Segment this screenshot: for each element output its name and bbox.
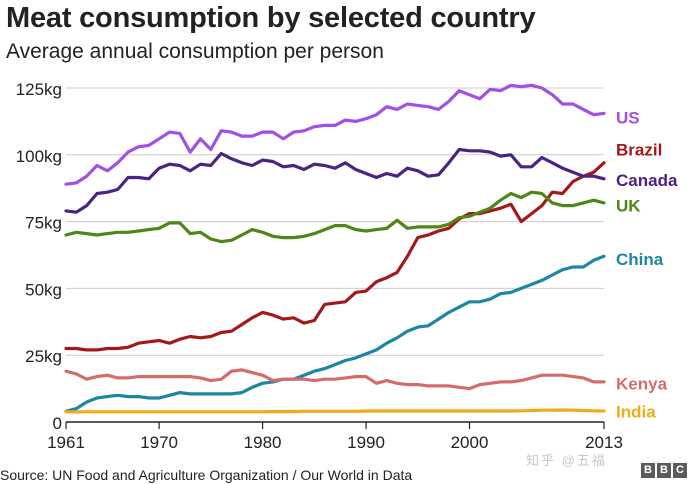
y-tick-label: 25kg xyxy=(25,347,62,366)
y-tick-label: 75kg xyxy=(25,214,62,233)
bbc-logo: B B C xyxy=(641,463,687,478)
chart-subtitle: Average annual consumption per person xyxy=(6,40,384,63)
series-label-us: US xyxy=(616,108,640,127)
y-axis-ticks: 0 25kg 50kg 75kg 100kg 125kg xyxy=(16,80,62,433)
series-line-india xyxy=(64,408,606,414)
x-tick-label: 1970 xyxy=(140,433,178,452)
x-tick-label: 1990 xyxy=(347,433,385,452)
bbc-logo-letter: B xyxy=(657,463,671,478)
source-note: Source: UN Food and Agriculture Organiza… xyxy=(0,467,413,483)
series-label-uk: UK xyxy=(616,197,641,216)
y-tick-label: 0 xyxy=(53,414,62,433)
x-tick-label: 1980 xyxy=(244,433,282,452)
series-lines xyxy=(64,83,606,414)
series-line-china xyxy=(64,254,606,413)
x-tick-label: 1961 xyxy=(47,433,85,452)
y-tick-label: 125kg xyxy=(16,80,62,99)
series-label-brazil: Brazil xyxy=(616,140,662,159)
watermark: 知乎 @五福 xyxy=(526,453,607,468)
series-line-uk xyxy=(64,190,606,244)
chart-title: Meat consumption by selected country xyxy=(6,2,536,34)
series-label-india: India xyxy=(616,402,656,421)
bbc-logo-letter: C xyxy=(673,463,687,478)
series-label-china: China xyxy=(616,250,664,269)
gridlines xyxy=(66,87,604,356)
series-line-brazil xyxy=(64,161,606,352)
x-tick-label: 2000 xyxy=(451,433,489,452)
series-line-us xyxy=(64,83,606,186)
series-labels: US Brazil Canada UK China Kenya India xyxy=(616,108,678,421)
series-line-canada xyxy=(64,147,606,214)
x-tick-label: 2013 xyxy=(585,433,623,452)
series-label-kenya: Kenya xyxy=(616,374,668,393)
bbc-logo-letter: B xyxy=(641,463,655,478)
series-label-canada: Canada xyxy=(616,171,678,190)
y-tick-label: 50kg xyxy=(25,280,62,299)
series-line-kenya xyxy=(64,368,606,391)
x-axis: 1961 1970 1980 1990 2000 2013 xyxy=(47,421,623,452)
y-tick-label: 100kg xyxy=(16,147,62,166)
